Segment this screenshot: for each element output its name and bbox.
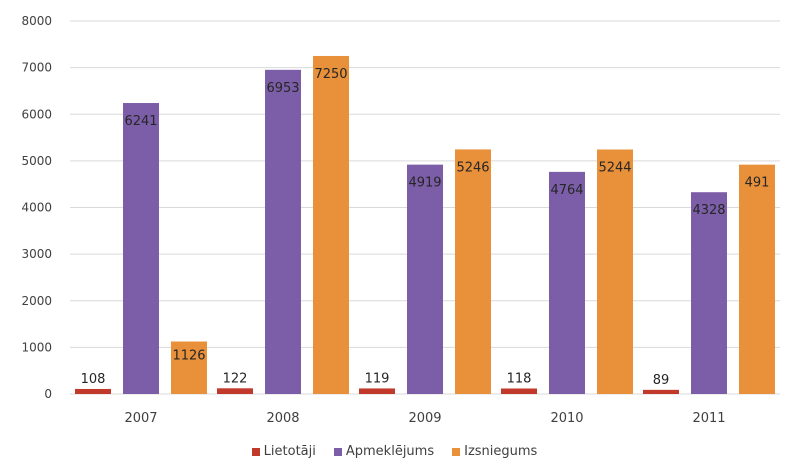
legend-item-izsniegums: Izsniegums bbox=[452, 444, 537, 459]
legend-swatch-izsniegums bbox=[452, 447, 461, 456]
bar-izsniegums-2010 bbox=[597, 149, 633, 394]
legend-swatch-lietotaji bbox=[251, 447, 260, 456]
y-tick-label: 8000 bbox=[21, 14, 52, 28]
y-tick-label: 5000 bbox=[21, 154, 52, 168]
bar-izsniegums-2011 bbox=[739, 164, 775, 394]
data-label: 491 bbox=[745, 176, 770, 191]
data-label: 4328 bbox=[692, 203, 725, 218]
y-tick-label: 6000 bbox=[21, 107, 52, 121]
bar-izsniegums-2009 bbox=[455, 149, 491, 394]
y-tick-label: 4000 bbox=[21, 201, 52, 215]
legend-item-apmeklejums: Apmeklējums bbox=[333, 444, 435, 459]
y-tick-label: 2000 bbox=[21, 294, 52, 308]
bar-lietotāji-2007 bbox=[75, 388, 111, 394]
data-label: 7250 bbox=[314, 67, 347, 82]
x-tick-label: 2007 bbox=[124, 411, 157, 426]
y-tick-label: 7000 bbox=[21, 61, 52, 75]
bar-lietotāji-2011 bbox=[643, 389, 679, 394]
bar-lietotāji-2008 bbox=[217, 388, 253, 394]
bar-apmeklējums-2010 bbox=[549, 171, 585, 394]
legend-label-lietotaji: Lietotāji bbox=[263, 444, 316, 459]
bar-apmeklējums-2008 bbox=[265, 69, 301, 394]
data-label: 6241 bbox=[124, 114, 157, 129]
x-tick-label: 2008 bbox=[266, 411, 299, 426]
y-tick-label: 3000 bbox=[21, 247, 52, 261]
x-tick-label: 2010 bbox=[550, 411, 583, 426]
data-label: 4764 bbox=[550, 183, 583, 198]
data-label: 5246 bbox=[456, 160, 489, 175]
x-tick-label: 2011 bbox=[692, 411, 725, 426]
bar-chart: 0 1000 2000 3000 4000 5000 6000 7000 8000 108 6241… bbox=[21, 14, 780, 426]
legend-item-lietotaji: Lietotāji bbox=[251, 444, 316, 459]
data-label: 122 bbox=[223, 371, 248, 386]
bar-apmeklējums-2011 bbox=[691, 192, 727, 394]
bar-izsniegums-2008 bbox=[313, 55, 349, 394]
data-label: 5244 bbox=[598, 160, 631, 175]
data-label: 1126 bbox=[172, 349, 205, 364]
x-tick-label: 2009 bbox=[408, 411, 441, 426]
data-label: 89 bbox=[653, 373, 670, 388]
legend: Lietotāji Apmeklējums Izsniegums bbox=[0, 444, 789, 459]
legend-label-apmeklejums: Apmeklējums bbox=[345, 444, 435, 459]
legend-swatch-apmeklejums bbox=[333, 447, 342, 456]
bar-lietotāji-2009 bbox=[359, 388, 395, 394]
bar-apmeklējums-2007 bbox=[123, 103, 159, 395]
bar-lietotāji-2010 bbox=[501, 388, 537, 394]
data-label: 4919 bbox=[408, 176, 441, 191]
y-tick-label: 0 bbox=[44, 387, 52, 401]
data-label: 119 bbox=[365, 371, 390, 386]
data-label: 118 bbox=[507, 371, 532, 386]
data-label: 108 bbox=[81, 372, 106, 387]
y-tick-label: 1000 bbox=[21, 340, 52, 354]
bar-apmeklējums-2009 bbox=[407, 164, 443, 394]
bar-izsniegums-2007 bbox=[171, 341, 207, 394]
data-label: 6953 bbox=[266, 81, 299, 96]
legend-label-izsniegums: Izsniegums bbox=[464, 444, 538, 459]
